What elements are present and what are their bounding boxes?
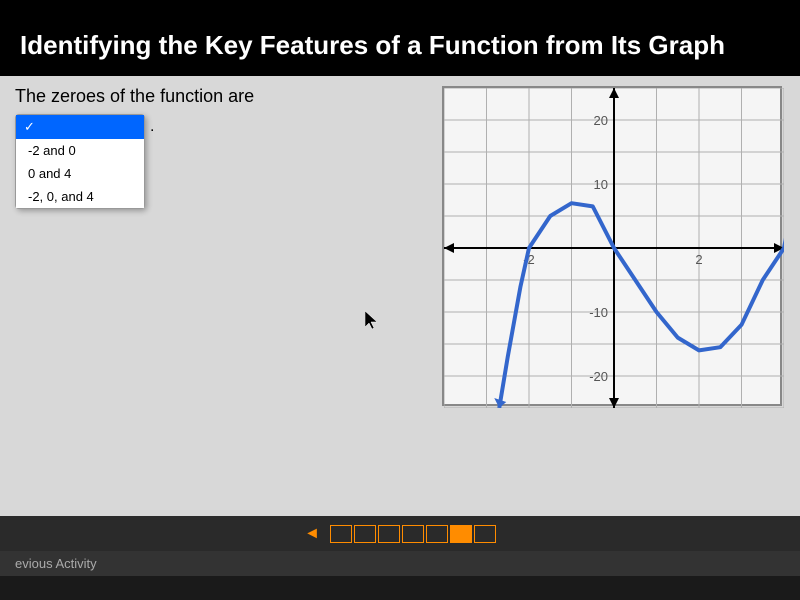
svg-text:-10: -10 [589,305,608,320]
footer-text: evious Activity [15,556,97,571]
dropdown-option-3[interactable]: -2, 0, and 4 [16,185,144,208]
svg-text:-20: -20 [589,369,608,384]
progress-box-6[interactable] [474,525,496,543]
progress-bar: ◄ [0,516,800,551]
question-panel: The zeroes of the function are . ✓ -2 an… [15,86,439,506]
progress-box-0[interactable] [330,525,352,543]
page-title: Identifying the Key Features of a Functi… [20,30,780,61]
answer-dropdown[interactable]: ✓ -2 and 0 0 and 4 -2, 0, and 4 [15,114,145,209]
question-text: The zeroes of the function are [15,86,439,107]
svg-text:20: 20 [593,113,607,128]
prev-arrow-icon[interactable]: ◄ [304,525,320,543]
title-section: Identifying the Key Features of a Functi… [0,20,800,76]
footer: evious Activity [0,551,800,576]
progress-boxes [330,525,496,543]
progress-box-4[interactable] [426,525,448,543]
content-area: The zeroes of the function are . ✓ -2 an… [0,76,800,516]
progress-box-5[interactable] [450,525,472,543]
cursor-icon [365,311,381,336]
top-bar [0,0,800,20]
graph-panel: -222010-10-20 [439,86,786,506]
progress-box-2[interactable] [378,525,400,543]
progress-box-1[interactable] [354,525,376,543]
dropdown-option-1[interactable]: -2 and 0 [16,139,144,162]
svg-text:10: 10 [593,177,607,192]
dropdown-selected-blank[interactable]: ✓ [16,115,144,139]
progress-box-3[interactable] [402,525,424,543]
svg-text:2: 2 [695,252,702,267]
function-graph: -222010-10-20 [442,86,782,406]
question-period: . [150,118,154,136]
checkmark-icon: ✓ [24,119,35,135]
dropdown-option-2[interactable]: 0 and 4 [16,162,144,185]
